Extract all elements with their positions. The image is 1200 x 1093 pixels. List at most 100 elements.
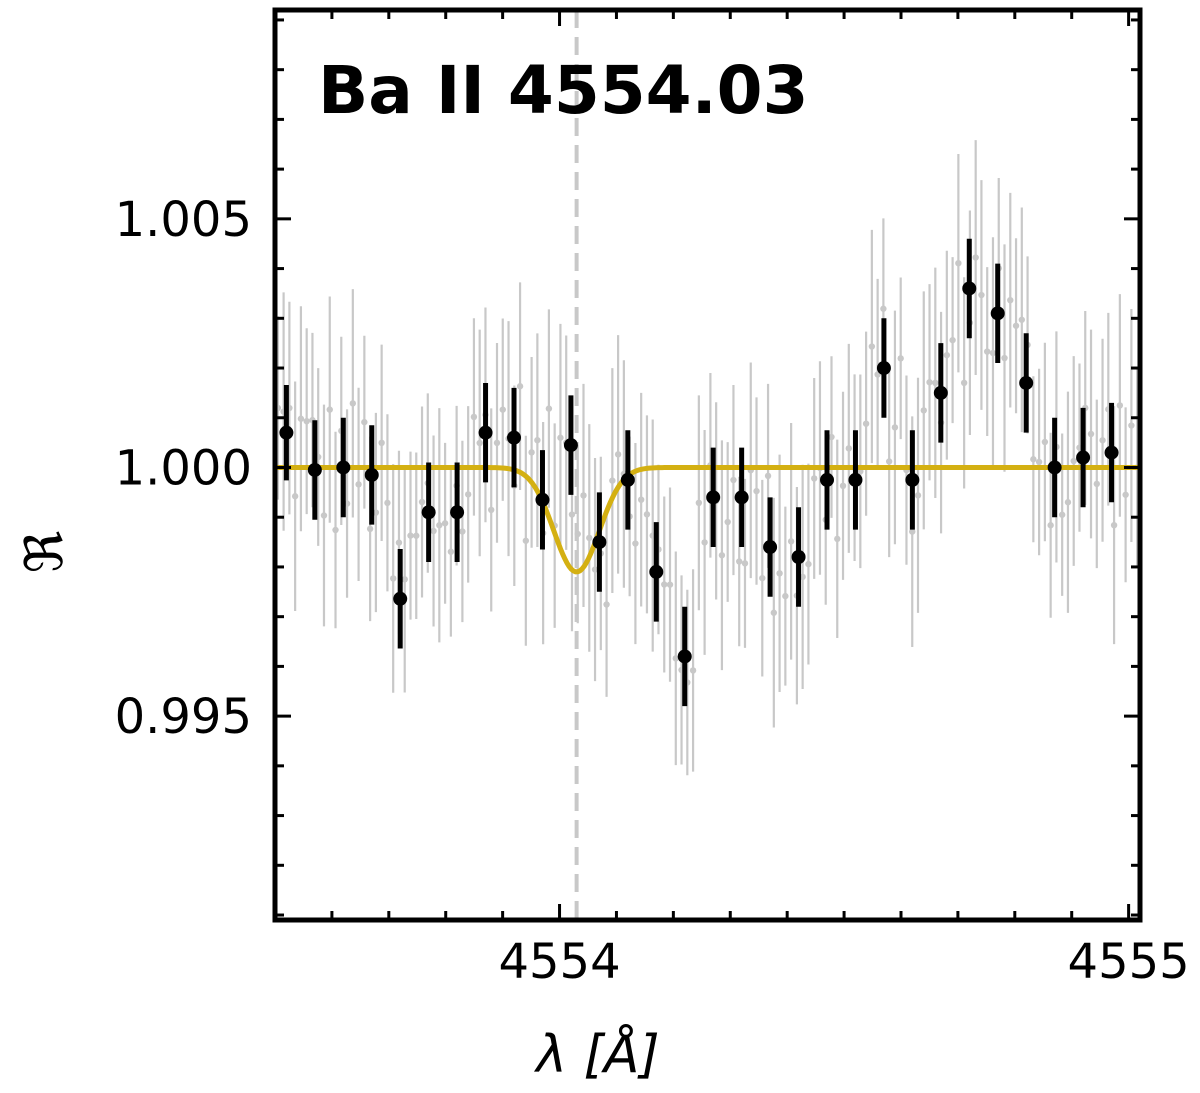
binned-data-points <box>279 238 1119 707</box>
binned-point <box>677 649 692 664</box>
raw-point <box>810 475 818 482</box>
raw-point <box>1087 430 1095 438</box>
binned-point <box>905 472 920 487</box>
raw-point <box>1064 499 1072 506</box>
raw-point <box>637 496 645 503</box>
binned-point <box>1019 375 1034 390</box>
binned-point <box>421 505 436 520</box>
binned-point <box>933 385 948 400</box>
binned-point <box>563 438 578 453</box>
raw-point <box>418 498 426 506</box>
binned-point <box>393 591 408 606</box>
raw-point <box>989 349 997 357</box>
binned-point <box>706 490 721 505</box>
raw-point <box>926 379 933 386</box>
raw-point <box>984 348 991 355</box>
raw-point <box>470 413 478 421</box>
raw-point <box>568 511 576 518</box>
raw-point <box>476 439 483 447</box>
raw-point <box>1018 316 1026 323</box>
binned-point <box>1076 450 1091 465</box>
raw-point <box>1116 402 1124 409</box>
raw-point <box>1099 437 1106 444</box>
binned-point <box>820 472 835 487</box>
raw-point <box>845 445 852 452</box>
binned-point <box>649 564 664 579</box>
raw-point <box>960 379 968 387</box>
binned-point <box>734 490 749 505</box>
raw-point <box>534 436 541 444</box>
raw-point <box>730 476 737 484</box>
raw-point <box>914 492 922 499</box>
raw-point <box>643 511 651 518</box>
binned-point <box>990 306 1005 321</box>
binned-point <box>450 505 465 520</box>
raw-point <box>1093 480 1100 488</box>
raw-point <box>464 491 472 498</box>
raw-point <box>1001 354 1008 362</box>
raw-point <box>297 415 305 422</box>
raw-point <box>909 528 916 535</box>
raw-point <box>545 405 553 412</box>
y-tick-label: 1.000 <box>115 440 252 496</box>
raw-point <box>488 506 495 514</box>
raw-point <box>447 548 455 555</box>
raw-point <box>672 655 679 662</box>
chart-title: Ba II 4554.03 <box>318 52 809 129</box>
raw-point <box>1047 522 1054 529</box>
binned-point <box>848 472 863 487</box>
raw-point <box>499 406 506 413</box>
raw-point <box>389 575 397 582</box>
raw-point <box>522 537 530 544</box>
raw-point <box>776 570 783 577</box>
binned-point <box>535 492 550 507</box>
raw-point <box>891 424 899 431</box>
binned-point <box>791 549 806 564</box>
raw-point <box>586 534 593 542</box>
binned-point <box>1104 445 1119 460</box>
raw-point <box>885 458 893 465</box>
raw-point <box>1128 422 1135 429</box>
raw-point <box>666 581 674 588</box>
binned-point <box>507 430 522 445</box>
raw-point <box>718 552 726 559</box>
raw-point <box>1041 438 1049 446</box>
raw-point <box>868 343 876 350</box>
raw-point <box>493 439 501 447</box>
raw-point <box>695 499 703 507</box>
raw-point <box>1030 456 1037 463</box>
raw-point <box>759 574 766 582</box>
raw-point <box>378 439 385 447</box>
raw-point <box>372 509 380 516</box>
raw-point <box>741 560 749 567</box>
raw-point <box>441 520 449 527</box>
x-axis-label: λ [Å] <box>533 1023 659 1085</box>
raw-point <box>349 400 357 407</box>
raw-point <box>787 538 795 545</box>
raw-point <box>609 477 616 484</box>
binned-point <box>336 460 351 475</box>
raw-point <box>897 355 904 362</box>
raw-point <box>591 566 599 573</box>
raw-point <box>603 601 610 608</box>
y-axis-label: ℜ <box>15 531 75 573</box>
raw-point <box>799 573 806 581</box>
raw-point <box>834 535 841 543</box>
binned-point <box>478 425 493 440</box>
raw-point <box>978 291 985 299</box>
raw-point <box>1035 458 1043 466</box>
binned-point <box>876 361 891 376</box>
raw-point <box>880 305 887 312</box>
raw-data-points <box>275 140 1140 776</box>
raw-point <box>805 560 812 568</box>
raw-point <box>320 512 328 519</box>
raw-point <box>770 609 778 616</box>
binned-point <box>763 540 778 555</box>
tick-labels: 0.995 1.000 1.005 4554 4555 <box>115 192 1190 990</box>
raw-point <box>943 351 951 359</box>
raw-point <box>291 493 299 500</box>
raw-point <box>332 526 339 534</box>
raw-point <box>1110 521 1118 529</box>
raw-point <box>955 259 962 267</box>
